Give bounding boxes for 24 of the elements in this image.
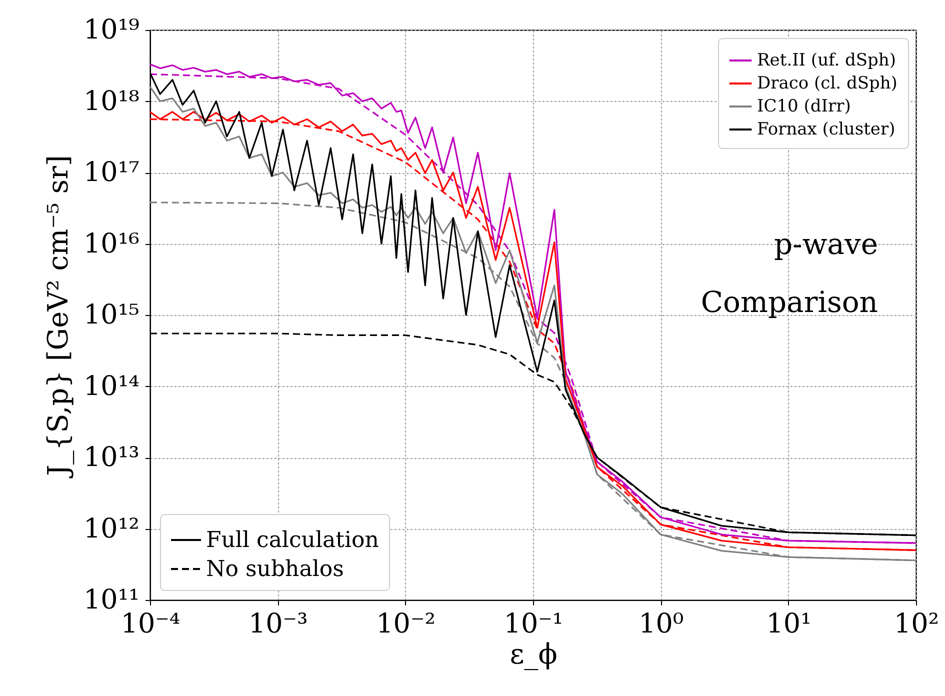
y-tick-label: 10¹⁶: [83, 228, 140, 260]
x-axis-title: ε_ϕ: [510, 638, 558, 670]
y-axis-title: J_{S,p} [GeV² cm⁻⁵ sr]: [41, 155, 74, 479]
y-tick-label: 10¹⁴: [83, 370, 140, 402]
y-tick-label: 10¹²: [83, 513, 140, 544]
legend-label: IC10 (dIrr): [757, 96, 851, 116]
y-tick-label: 10¹⁵: [83, 300, 140, 330]
annotation: Comparison: [700, 285, 878, 319]
annotation: Full calculation: [206, 528, 379, 553]
y-tick-label: 10¹⁸: [83, 86, 140, 117]
x-tick-label: 10⁻¹: [504, 608, 564, 640]
x-tick-label: 10⁻³: [248, 608, 308, 640]
x-tick-label: 10¹: [766, 608, 812, 640]
x-tick-label: 10⁻²: [376, 608, 436, 640]
y-tick-label: 10¹³: [83, 442, 140, 473]
annotation: p-wave: [774, 227, 878, 261]
legend-label: Draco (cl. dSph): [757, 74, 898, 94]
y-tick-label: 10¹⁹: [83, 14, 140, 46]
x-tick-label: 10²: [894, 608, 940, 640]
legend-label: Fornax (cluster): [757, 120, 896, 140]
x-tick-label: 10⁰: [638, 608, 684, 640]
y-tick-label: 10¹⁷: [83, 157, 140, 188]
annotation: No subhalos: [206, 557, 344, 582]
legend-label: Ret.II (uf. dSph): [757, 50, 896, 70]
